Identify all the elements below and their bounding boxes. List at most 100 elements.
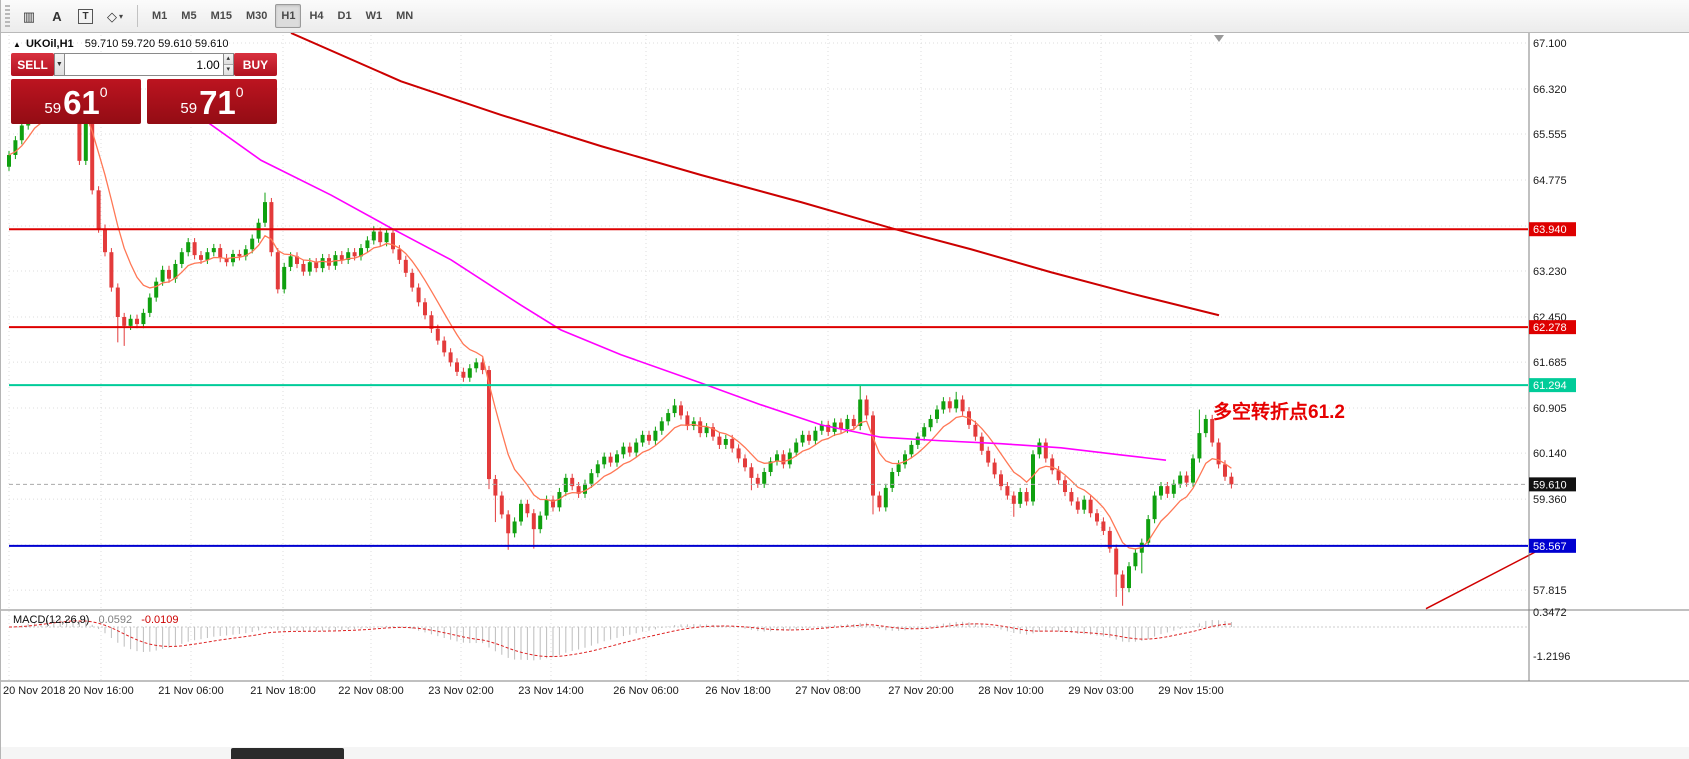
candle-body xyxy=(218,248,223,259)
candle-body xyxy=(147,297,152,313)
chart-window-icon[interactable]: ▥ xyxy=(16,4,42,28)
candle-body xyxy=(723,438,728,445)
candle-body xyxy=(775,454,779,462)
candle-body xyxy=(647,434,651,441)
time-tick-label: 28 Nov 10:00 xyxy=(978,685,1043,697)
candle-body xyxy=(352,252,357,257)
candle-body xyxy=(506,514,511,534)
candle-body xyxy=(531,513,536,530)
candle-body xyxy=(179,252,184,264)
buy-button[interactable]: BUY xyxy=(233,53,277,76)
candle-body xyxy=(813,430,818,441)
macd-signal-value: -0.0109 xyxy=(141,614,179,626)
text-frame-tool-icon[interactable]: T xyxy=(72,4,99,28)
symbol-title: UKOil,H1 xyxy=(25,38,74,50)
price-badge xyxy=(1529,538,1576,553)
candle-body xyxy=(1165,486,1170,494)
shapes-tool-icon[interactable]: ◇ ▾ xyxy=(101,4,129,28)
candle-body xyxy=(135,318,139,325)
candle-body xyxy=(711,427,715,437)
timeframe-m1-button[interactable]: M1 xyxy=(152,10,168,22)
candle-body xyxy=(282,266,287,290)
buy-price-display[interactable]: 59 71 0 xyxy=(147,79,277,124)
timeframe-w1-button[interactable]: W1 xyxy=(365,10,383,22)
candle-body xyxy=(493,479,498,496)
candle-body xyxy=(192,242,197,256)
price-tick-label: 57.815 xyxy=(1533,585,1567,597)
candle-body xyxy=(781,454,786,465)
text-frame-glyph: T xyxy=(78,8,93,24)
candle-body xyxy=(634,442,639,453)
candle-body xyxy=(301,263,306,272)
ma-mid-line xyxy=(188,108,1167,462)
spin-up-icon[interactable]: ▴ xyxy=(223,54,233,64)
candle-body xyxy=(365,240,370,249)
candle-body xyxy=(627,446,632,453)
candle-body xyxy=(679,405,683,416)
candle-body xyxy=(787,452,792,465)
ascending-trendline[interactable] xyxy=(1425,551,1536,610)
time-tick-label: 26 Nov 18:00 xyxy=(705,685,770,697)
candle-body xyxy=(256,222,261,239)
candle-body xyxy=(839,422,843,429)
sell-price-display[interactable]: 59 61 0 xyxy=(11,79,141,124)
candle-body xyxy=(122,317,127,326)
chart-annotation-text[interactable]: 多空转折点61.2 xyxy=(1213,402,1345,423)
candle-body xyxy=(986,450,991,463)
timeframe-mn-button[interactable]: MN xyxy=(396,10,414,22)
candle-body xyxy=(871,415,875,496)
candle-body xyxy=(954,399,959,409)
volume-dropdown-button[interactable]: ▼ xyxy=(54,53,65,76)
candle-body xyxy=(314,262,319,269)
candle-body xyxy=(551,499,555,508)
candle-body xyxy=(1191,458,1195,483)
candle-body xyxy=(1095,513,1099,522)
candle-body xyxy=(211,248,216,253)
candle-body xyxy=(807,434,811,441)
timeframe-m5-button[interactable]: M5 xyxy=(181,10,197,22)
candle-body xyxy=(922,427,927,437)
spin-down-icon[interactable]: ▾ xyxy=(223,64,233,75)
chart-canvas: 67.10066.32065.55564.77563.23062.45061.6… xyxy=(1,33,1689,697)
candle-body xyxy=(480,362,485,371)
timeframe-h1-button[interactable]: H1 xyxy=(275,4,302,28)
timeframe-d1-button[interactable]: D1 xyxy=(337,10,352,22)
sell-button[interactable]: SELL xyxy=(11,53,55,76)
volume-input[interactable] xyxy=(64,53,224,76)
price-badge xyxy=(1529,222,1576,237)
candle-body xyxy=(90,110,95,191)
candle-body xyxy=(1005,486,1010,496)
candle-body xyxy=(621,446,626,455)
time-tick-label: 21 Nov 18:00 xyxy=(250,685,315,697)
timeframe-h4-button[interactable]: H4 xyxy=(309,10,324,22)
chart-shift-marker[interactable] xyxy=(1214,35,1224,42)
candle-body xyxy=(615,454,619,463)
candle-body xyxy=(979,436,984,451)
shapes-glyph: ◇ xyxy=(107,8,117,24)
candle-body xyxy=(992,462,997,475)
price-tick-label: 60.140 xyxy=(1533,448,1567,460)
bottom-tab[interactable] xyxy=(231,748,344,759)
candle-body xyxy=(999,474,1003,487)
ohlc-quotes: 59.710 59.720 59.610 59.610 xyxy=(84,38,229,50)
timeframe-m15-button[interactable]: M15 xyxy=(210,10,232,22)
candle-body xyxy=(115,287,120,318)
candle-body xyxy=(1063,480,1067,493)
candle-body xyxy=(96,190,101,229)
quote-bar: ▲ UKOil,H1 59.710 59.720 59.610 59.610 xyxy=(13,38,228,50)
time-tick-label: 29 Nov 15:00 xyxy=(1158,685,1223,697)
candle-body xyxy=(128,318,133,326)
candle-body xyxy=(915,436,920,445)
candle-body xyxy=(186,242,191,253)
candle-body xyxy=(429,315,434,329)
price-badge-label: 63.940 xyxy=(1533,224,1567,236)
candle-body xyxy=(819,424,824,431)
text-tool-icon[interactable]: A xyxy=(44,4,70,28)
candle-body xyxy=(909,444,914,455)
sell-price-small: 59 xyxy=(44,100,62,117)
candle-body xyxy=(1146,519,1151,543)
candle-body xyxy=(1210,418,1215,443)
timeframe-m30-button[interactable]: M30 xyxy=(245,10,268,22)
price-badge-label: 62.278 xyxy=(1533,322,1567,334)
toolbar-grip[interactable] xyxy=(5,5,10,27)
